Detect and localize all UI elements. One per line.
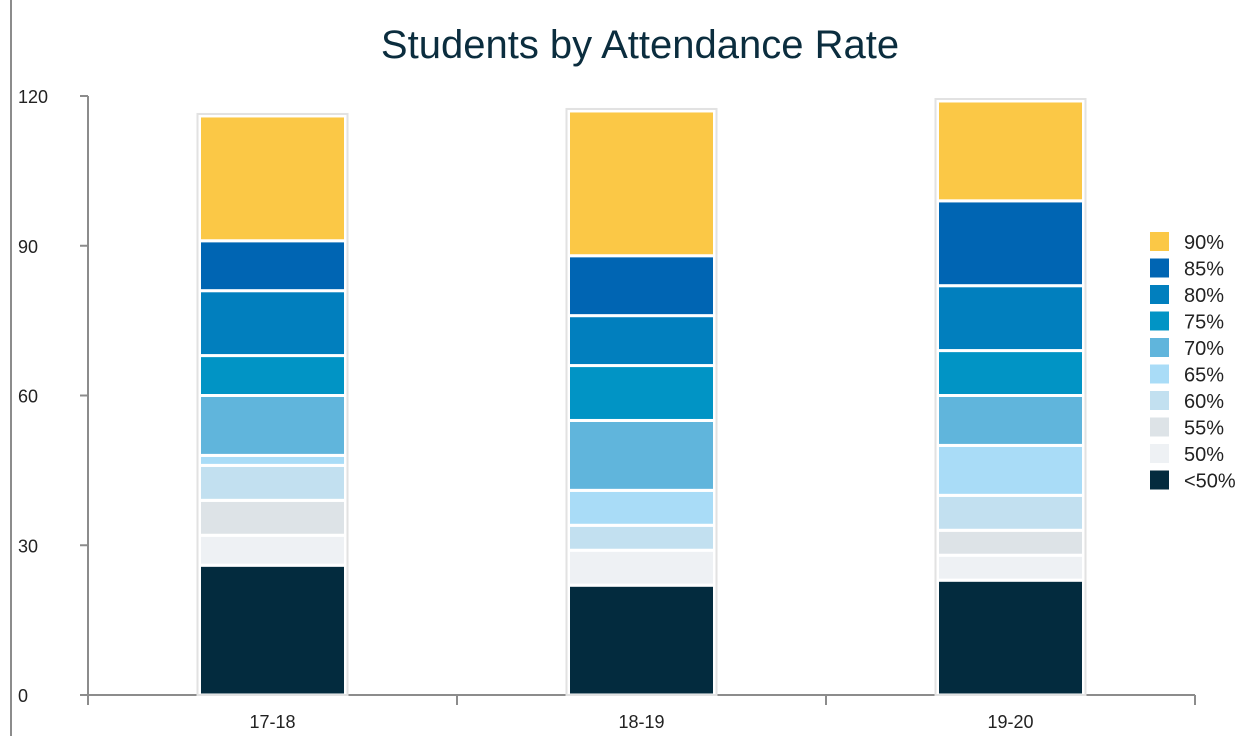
bar-segment: [936, 284, 1085, 353]
x-axis-ticks: 17-18 18-19 19-20: [87, 695, 1196, 732]
legend: 90% 85% 80% 75% 70% 65% 60% 55% 50% <50%: [1150, 232, 1236, 493]
legend-label: 85%: [1184, 259, 1224, 281]
bar-segment: [936, 199, 1085, 288]
legend-swatch: [1150, 338, 1169, 357]
bar-segment: [567, 583, 716, 697]
bar-segment: [198, 289, 347, 358]
bar-segment: [198, 533, 347, 567]
legend-swatch: [1150, 311, 1169, 331]
bar-segment: [198, 394, 347, 457]
y-axis-ticks: 0 30 60 90 120: [18, 87, 88, 706]
legend-label: <50%: [1184, 471, 1236, 493]
legend-label: 75%: [1184, 312, 1224, 334]
legend-swatch: [1150, 417, 1169, 437]
bar-segment: [936, 553, 1085, 582]
bar-segment: [198, 239, 347, 293]
bar-segment: [936, 528, 1085, 557]
bar-stack-outline: [934, 97, 1087, 697]
bar-stack-18-19: [565, 107, 718, 697]
bar-segment: [198, 354, 347, 398]
legend-swatch: [1150, 285, 1169, 304]
legend-label: 80%: [1184, 285, 1224, 307]
bar-segment: [198, 463, 347, 502]
legend-swatch: [1150, 258, 1169, 278]
y-tick-label: 0: [18, 686, 28, 706]
bar-stack-19-20: [934, 97, 1087, 697]
legend-swatch: [1150, 391, 1169, 410]
bar-segment: [567, 254, 716, 318]
y-tick-label: 60: [18, 387, 38, 407]
bar-stack-17-18: [196, 112, 349, 697]
x-tick-label: 18-19: [618, 712, 664, 732]
bar-segment: [936, 99, 1085, 203]
legend-swatch: [1150, 444, 1169, 463]
legend-label: 70%: [1184, 338, 1224, 360]
legend-label: 55%: [1184, 418, 1224, 440]
y-tick-label: 30: [18, 536, 38, 556]
x-tick-label: 17-18: [249, 712, 295, 732]
bar-segment: [936, 394, 1085, 447]
bar-segment: [567, 109, 716, 258]
bar-stack-outline: [565, 107, 718, 697]
bar-segment: [567, 523, 716, 552]
chart-title: Students by Attendance Rate: [381, 23, 899, 67]
legend-label: 50%: [1184, 444, 1224, 466]
bar-stacks: [196, 97, 1087, 697]
legend-label: 60%: [1184, 391, 1224, 413]
legend-swatch: [1150, 364, 1169, 384]
bar-segment: [936, 578, 1085, 697]
bar-segment: [198, 498, 347, 537]
bar-stack-outline: [196, 112, 349, 696]
bar-segment: [936, 443, 1085, 497]
bar-segment: [936, 493, 1085, 532]
bar-segment: [567, 364, 716, 422]
y-tick-label: 120: [18, 87, 48, 107]
x-tick-label: 19-20: [987, 712, 1033, 732]
bar-segment: [567, 418, 716, 492]
bar-segment: [567, 548, 716, 587]
bar-segment: [198, 114, 347, 243]
bar-segment: [567, 314, 716, 368]
legend-label: 65%: [1184, 365, 1224, 387]
bar-segment: [198, 563, 347, 697]
legend-label: 90%: [1184, 232, 1224, 254]
legend-swatch: [1150, 232, 1169, 251]
bar-segment: [567, 488, 716, 527]
legend-swatch: [1150, 470, 1169, 490]
y-tick-label: 90: [18, 237, 38, 257]
bar-segment: [936, 349, 1085, 398]
